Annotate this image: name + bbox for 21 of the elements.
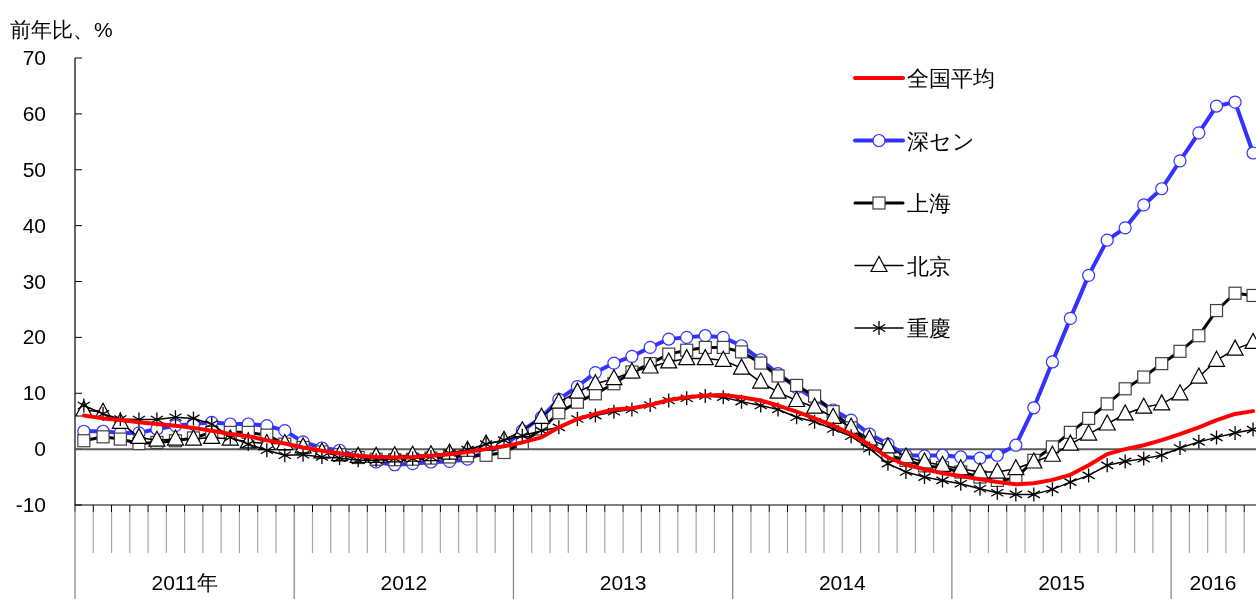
y-tick-label: 50 bbox=[22, 157, 46, 181]
legend-label: 重慶 bbox=[907, 316, 951, 341]
legend-label: 全国平均 bbox=[907, 66, 995, 91]
x-tick-label: 2014 bbox=[818, 571, 866, 594]
x-tick-label: 2015 bbox=[1038, 571, 1085, 594]
y-tick-label: 20 bbox=[22, 325, 46, 349]
y-tick-label: 0 bbox=[34, 437, 46, 461]
y-tick-label: 40 bbox=[22, 213, 46, 237]
x-tick-label: 2016 bbox=[1189, 571, 1237, 594]
y-tick-label: 10 bbox=[22, 381, 46, 405]
legend-label: 上海 bbox=[907, 191, 951, 216]
y-tick-label: -10 bbox=[15, 493, 46, 516]
y-tick-label: 60 bbox=[22, 101, 46, 125]
y-tick-label: 30 bbox=[22, 269, 46, 293]
legend-label: 北京 bbox=[907, 253, 951, 279]
y-tick-label: 70 bbox=[22, 46, 46, 69]
legend-label: 深セン bbox=[907, 128, 975, 154]
ylabel: 前年比、% bbox=[10, 18, 113, 41]
x-tick-label: 2013 bbox=[599, 571, 647, 594]
x-tick-label: 2011年 bbox=[151, 571, 218, 594]
x-tick-label: 2012 bbox=[380, 571, 428, 594]
